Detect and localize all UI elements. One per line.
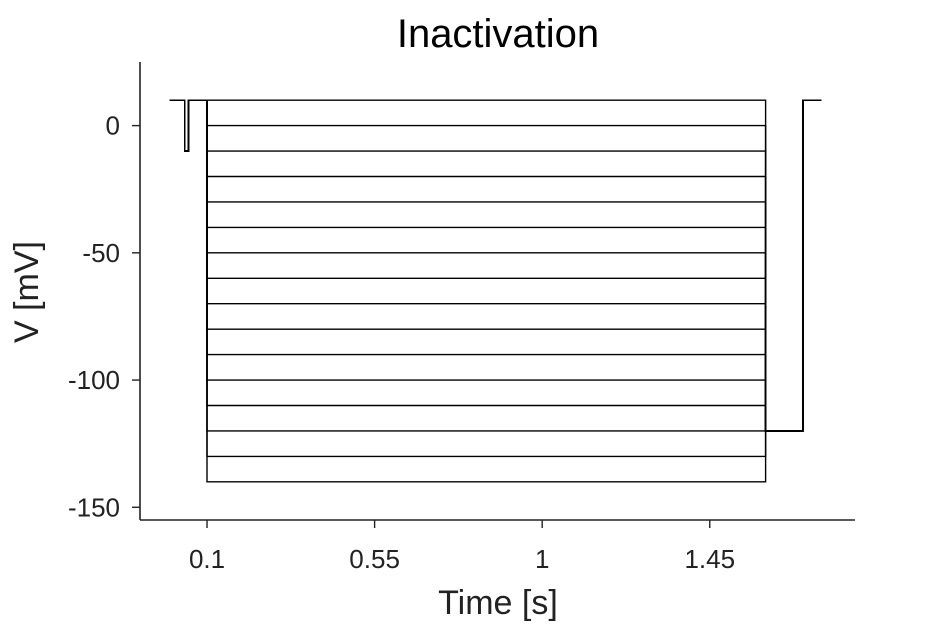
voltage-trace [169, 99, 822, 432]
voltage-trace [169, 99, 822, 432]
voltage-trace [169, 99, 822, 432]
voltage-trace [169, 99, 822, 432]
x-tick-label: 0.1 [189, 544, 225, 574]
voltage-trace [169, 99, 822, 432]
x-tick-label: 0.55 [349, 544, 400, 574]
voltage-trace [169, 99, 822, 432]
y-axis-label: V [mV] [8, 241, 46, 343]
y-tick-label: 0 [106, 111, 120, 141]
voltage-trace [169, 99, 822, 432]
chart-title: Inactivation [397, 12, 599, 56]
y-tick-label: -100 [68, 365, 120, 395]
x-axis-label: Time [s] [438, 584, 558, 622]
voltage-trace [169, 99, 822, 432]
x-tick-label: 1.45 [684, 544, 735, 574]
voltage-trace [169, 99, 822, 432]
axes: 0.1 0.55 1 1.45 0 -50 -100 -150 [68, 62, 855, 574]
voltage-trace [169, 99, 822, 432]
x-tick-label: 1 [535, 544, 549, 574]
voltage-trace [169, 99, 822, 432]
voltage-trace [169, 99, 822, 432]
voltage-trace [169, 99, 822, 432]
y-tick-label: -150 [68, 492, 120, 522]
voltage-trace [169, 99, 822, 483]
voltage-trace [169, 99, 822, 432]
plot-area [169, 99, 822, 483]
y-tick-label: -50 [82, 238, 120, 268]
